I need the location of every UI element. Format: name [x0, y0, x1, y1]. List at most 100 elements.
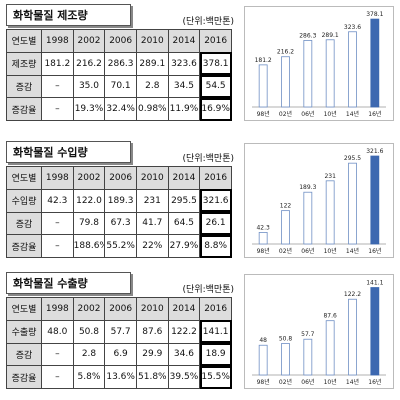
bar — [281, 343, 290, 376]
table-cell: 27.9% — [167, 234, 201, 258]
bar — [258, 64, 268, 108]
chart-panel: 48 98년 50.8 02년 57.7 06년 87.6 10년 122.2 14년 141.1 1… — [244, 274, 394, 389]
table-cell: 41.7 — [135, 211, 169, 236]
table-cell: 증감 — [6, 342, 42, 367]
table-cell: 증감율 — [6, 234, 42, 258]
table-header-cell: 연도별 — [6, 166, 42, 190]
table-header-cell: 연도별 — [6, 297, 42, 321]
table-cell: 295.5 — [167, 188, 201, 213]
table-header-cell: 2010 — [135, 297, 169, 321]
table-cell: 수출량 — [6, 319, 42, 344]
data-label: 321.6 — [366, 148, 383, 155]
chart-panel: 42.3 98년 122 02년 189.3 06년 231 10년 295.5 14년 321.6… — [244, 143, 394, 258]
x-tick-label: 98년 — [257, 378, 270, 386]
section-production: 화학물질 제조량 (단위:백만톤) 연도별 1998 2002 2006 2010 201… — [0, 0, 400, 128]
chart-panel: 181.2 98년 216.2 02년 286.3 06년 289.1 10년 323.6 14년… — [244, 6, 394, 121]
section-title: 화학물질 수입량 — [6, 141, 131, 163]
table-cell: – — [41, 234, 74, 258]
bar — [258, 232, 268, 245]
table-cell: 39.5% — [167, 365, 201, 389]
bar — [348, 31, 357, 108]
table-cell: 2.8 — [72, 342, 106, 367]
table-cell: – — [41, 97, 74, 121]
table-header-cell: 2016 — [199, 29, 232, 53]
table-row: 제조량 181.2 216.2 286.3 289.1 323.6 378.1 — [6, 51, 232, 76]
table-header-cell: 2016 — [199, 297, 232, 321]
table-cell: 15.5% — [199, 365, 232, 389]
table-header-cell: 2014 — [167, 29, 201, 53]
table-header-row: 연도별 1998 2002 2006 2010 2014 2016 — [6, 29, 232, 53]
table-cell: 13.6% — [104, 365, 137, 389]
table-cell: 50.8 — [72, 319, 106, 344]
bar — [281, 56, 290, 108]
table-cell: 231 — [135, 188, 169, 213]
table-header-row: 연도별 1998 2002 2006 2010 2014 2016 — [6, 297, 232, 321]
table-cell: 323.6 — [167, 51, 201, 76]
chart-frame — [244, 6, 394, 121]
x-tick-label: 10년 — [324, 378, 337, 386]
data-label: 289.1 — [322, 32, 339, 39]
x-tick-label: 06년 — [301, 378, 314, 386]
bar — [258, 344, 268, 376]
table-cell: 54.5 — [199, 74, 232, 99]
table-cell: 55.2% — [104, 234, 137, 258]
table-header-cell: 연도별 — [6, 29, 42, 53]
data-label: 48 — [259, 337, 267, 344]
table-cell: 제조량 — [6, 51, 42, 76]
table-cell: 51.8% — [135, 365, 169, 389]
table-header-cell: 2010 — [135, 166, 169, 190]
table-header-cell: 1998 — [41, 29, 74, 53]
table-cell: 8.8% — [199, 234, 232, 258]
data-label: 378.1 — [366, 11, 383, 18]
table-header-row: 연도별 1998 2002 2006 2010 2014 2016 — [6, 166, 232, 190]
bar — [303, 338, 313, 376]
table-cell: – — [41, 74, 74, 99]
table-row: 증감 –35.0 70.1 2.8 34.5 54.5 — [6, 74, 232, 99]
table-row: 증감율 –5.8% 13.6% 51.8% 39.5% 15.5% — [6, 365, 232, 389]
table-header-cell: 2006 — [104, 297, 137, 321]
bar — [325, 39, 335, 108]
table-row: 증감율 –188.6% 55.2% 22% 27.9% 8.8% — [6, 234, 232, 258]
table-cell: 79.8 — [72, 211, 106, 236]
table-header-cell: 2006 — [104, 166, 137, 190]
table-row: 수출량 48.0 50.8 57.7 87.6 122.2 141.1 — [6, 319, 232, 344]
bar — [348, 162, 357, 245]
bar-chart: 48 98년 50.8 02년 57.7 06년 87.6 10년 122.2 14년 141.1 1… — [244, 274, 394, 389]
x-tick-label: 14년 — [346, 378, 359, 386]
x-tick-label: 06년 — [301, 110, 314, 118]
bar — [348, 298, 357, 376]
table-cell: 34.5 — [167, 74, 201, 99]
table-cell: 122.2 — [167, 319, 201, 344]
table-cell: 증감 — [6, 211, 42, 236]
table-header-cell: 2016 — [199, 166, 232, 190]
table-cell: 64.5 — [167, 211, 201, 236]
table-cell: 29.9 — [135, 342, 169, 367]
data-label: 141.1 — [366, 280, 383, 287]
section-title: 화학물질 제조량 — [6, 4, 131, 26]
table-cell: 수입량 — [6, 188, 42, 213]
table-cell: 141.1 — [199, 319, 232, 344]
data-label: 122 — [280, 203, 292, 210]
table-cell: 378.1 — [199, 51, 232, 76]
table-cell: 35.0 — [72, 74, 106, 99]
table-cell: 321.6 — [199, 188, 232, 213]
bar — [281, 210, 290, 245]
table-cell: 22% — [135, 234, 169, 258]
table-cell: 18.9 — [199, 342, 232, 367]
table-cell: 34.6 — [167, 342, 201, 367]
data-label: 286.3 — [299, 32, 316, 39]
table-cell: 48.0 — [41, 319, 74, 344]
x-tick-label: 02년 — [279, 110, 292, 118]
bar — [370, 287, 380, 376]
table-cell: 6.9 — [104, 342, 137, 367]
data-label: 87.6 — [323, 313, 337, 320]
section-title: 화학물질 수출량 — [6, 272, 131, 294]
table-cell: 289.1 — [135, 51, 169, 76]
table-cell: 70.1 — [104, 74, 137, 99]
data-label: 323.6 — [344, 24, 361, 31]
table-header-cell: 2014 — [167, 166, 201, 190]
bar — [303, 191, 313, 245]
x-tick-label: 16년 — [368, 247, 381, 255]
table-row: 증감 –79.8 67.3 41.7 64.5 26.1 — [6, 211, 232, 236]
chart-frame — [244, 274, 394, 389]
